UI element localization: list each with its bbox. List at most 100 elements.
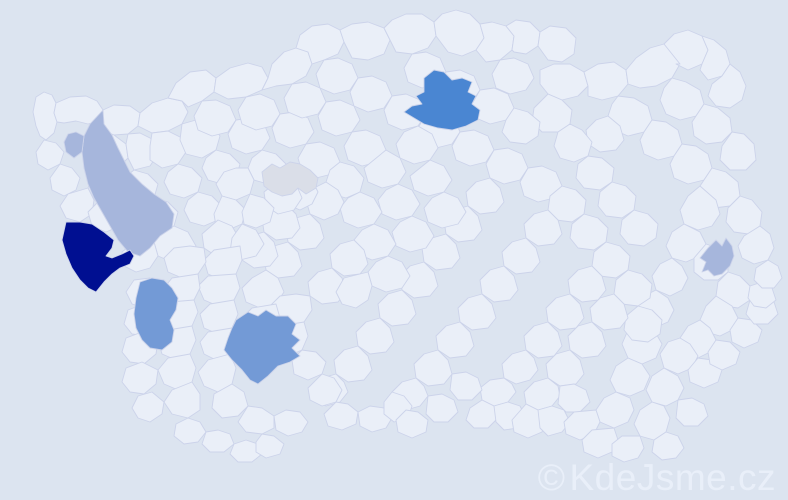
district-base[interactable] <box>291 349 327 381</box>
district-base[interactable] <box>639 119 683 161</box>
district-base[interactable] <box>255 433 285 459</box>
district-base[interactable] <box>501 349 539 385</box>
district-base[interactable] <box>283 81 327 119</box>
district-base[interactable] <box>357 405 393 433</box>
district-base[interactable] <box>505 19 541 55</box>
district-base[interactable] <box>367 255 411 293</box>
district-base[interactable] <box>335 271 373 309</box>
district-base[interactable] <box>377 183 421 221</box>
district-base[interactable] <box>651 431 685 461</box>
district-liberec[interactable] <box>403 69 481 131</box>
district-base[interactable] <box>413 349 453 387</box>
district-base[interactable] <box>669 143 713 185</box>
district-base[interactable] <box>523 321 563 359</box>
district-base[interactable] <box>753 259 783 289</box>
district-base[interactable] <box>609 357 651 397</box>
district-base[interactable] <box>183 191 223 227</box>
district-base[interactable] <box>679 185 721 231</box>
district-base[interactable] <box>163 163 203 199</box>
district-base[interactable] <box>137 97 189 134</box>
district-base[interactable] <box>201 429 235 453</box>
district-base[interactable] <box>699 295 739 337</box>
district-base[interactable] <box>435 321 475 359</box>
district-base[interactable] <box>475 21 515 63</box>
district-base[interactable] <box>583 61 629 101</box>
district-base[interactable] <box>329 239 369 277</box>
district-base[interactable] <box>659 77 705 121</box>
district-base[interactable] <box>567 265 607 303</box>
district-base[interactable] <box>229 439 263 463</box>
district-base[interactable] <box>157 353 197 391</box>
district-karvina[interactable] <box>699 237 735 277</box>
district-base[interactable] <box>391 215 435 253</box>
district-base[interactable] <box>737 225 775 265</box>
district-base[interactable] <box>675 397 709 427</box>
district-base[interactable] <box>501 107 541 145</box>
district-base[interactable] <box>597 181 637 219</box>
district-base[interactable] <box>163 245 207 279</box>
district-base[interactable] <box>197 273 241 307</box>
district-base[interactable] <box>547 185 587 223</box>
district-base[interactable] <box>377 289 417 327</box>
district-klatovy[interactable] <box>223 309 301 385</box>
district-base[interactable] <box>591 241 631 279</box>
district-tachov[interactable] <box>61 221 135 293</box>
district-base[interactable] <box>715 271 751 309</box>
district-base[interactable] <box>271 111 315 149</box>
district-base[interactable] <box>197 353 237 393</box>
district-karlovy-vary-spur[interactable] <box>63 131 85 159</box>
district-base[interactable] <box>611 435 645 463</box>
district-base[interactable] <box>707 63 747 109</box>
district-base[interactable] <box>193 99 237 137</box>
district-base[interactable] <box>595 391 635 429</box>
district-base[interactable] <box>423 191 467 229</box>
district-base[interactable] <box>32 91 58 141</box>
district-base[interactable] <box>35 139 65 171</box>
district-base[interactable] <box>491 57 535 95</box>
district-base[interactable] <box>451 129 495 167</box>
district-base[interactable] <box>333 345 373 383</box>
district-base[interactable] <box>131 391 165 423</box>
district-praha[interactable] <box>261 161 319 197</box>
district-base[interactable] <box>539 63 589 101</box>
district-base[interactable] <box>585 115 625 153</box>
district-base[interactable] <box>409 159 453 197</box>
district-base[interactable] <box>457 293 497 331</box>
district-base[interactable] <box>537 25 577 63</box>
district-base[interactable] <box>121 361 159 395</box>
district-base[interactable] <box>273 409 309 437</box>
district-layer-highlight[interactable] <box>61 69 735 385</box>
district-base[interactable] <box>719 131 757 171</box>
district-base[interactable] <box>355 317 395 355</box>
district-base[interactable] <box>619 209 659 247</box>
district-base[interactable] <box>707 339 741 371</box>
district-base[interactable] <box>59 187 95 223</box>
district-base[interactable] <box>237 405 275 435</box>
district-base[interactable] <box>49 163 81 197</box>
district-base[interactable] <box>339 21 391 61</box>
district-base[interactable] <box>523 209 563 247</box>
district-base[interactable] <box>349 75 393 113</box>
district-base[interactable] <box>449 371 483 401</box>
district-base[interactable] <box>691 103 733 145</box>
district-base[interactable] <box>307 373 343 407</box>
district-base[interactable] <box>575 155 615 191</box>
district-base[interactable] <box>383 13 437 55</box>
district-base[interactable] <box>501 237 541 275</box>
district-base[interactable] <box>651 257 689 297</box>
district-base[interactable] <box>339 191 383 229</box>
district-base[interactable] <box>553 123 593 163</box>
district-base[interactable] <box>645 367 685 407</box>
district-base[interactable] <box>323 401 359 431</box>
district-base[interactable] <box>173 417 207 445</box>
district-base[interactable] <box>363 149 407 189</box>
district-base[interactable] <box>485 147 529 185</box>
district-base[interactable] <box>465 177 505 215</box>
district-base[interactable] <box>241 193 275 229</box>
district-base[interactable] <box>315 57 359 95</box>
district-base[interactable] <box>479 265 519 303</box>
district-base[interactable] <box>163 381 201 419</box>
district-base[interactable] <box>557 383 591 413</box>
district-base[interactable] <box>211 383 249 419</box>
